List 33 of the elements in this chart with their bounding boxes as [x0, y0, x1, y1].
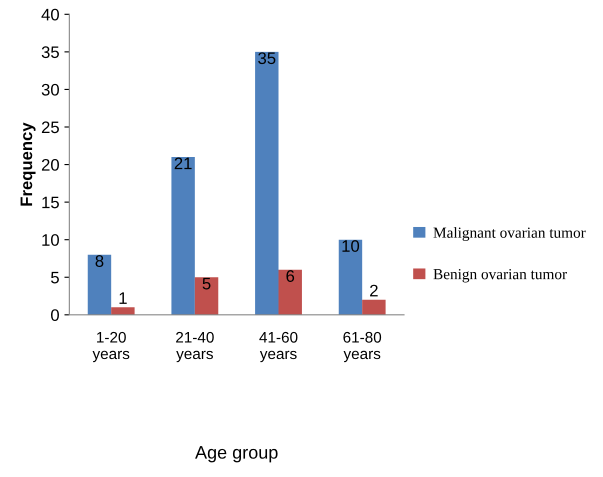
- bar: [194, 277, 218, 315]
- bar: [171, 157, 195, 315]
- data-label: 21: [174, 157, 192, 170]
- y-tick-label: 20: [42, 158, 59, 171]
- bar: [255, 52, 279, 315]
- x-tick-label: 41-60 years: [259, 332, 298, 362]
- y-tick-label: 0: [51, 309, 59, 322]
- legend-label: Benign ovarian tumor: [433, 269, 567, 282]
- x-tick-label: 61-80 years: [343, 332, 382, 362]
- x-tick-label: 1-20 years: [92, 332, 130, 362]
- y-tick-label: 5: [51, 272, 59, 284]
- y-tick-label: 35: [42, 46, 59, 58]
- data-label: 8: [96, 255, 104, 267]
- data-label: 5: [202, 278, 210, 290]
- bar: [362, 300, 386, 315]
- data-label: 35: [258, 52, 276, 64]
- bar: [88, 254, 112, 315]
- bar: [111, 307, 135, 315]
- x-axis-title: Age group: [195, 446, 278, 462]
- data-label: 6: [286, 270, 294, 282]
- bar: [278, 270, 302, 315]
- y-axis-title: Frequency: [20, 122, 36, 206]
- bar: [338, 240, 362, 315]
- y-tick-label: 25: [42, 121, 59, 134]
- x-tick-label: 21-40 years: [176, 332, 214, 362]
- data-label: 10: [342, 240, 360, 252]
- y-tick-label: 40: [41, 8, 59, 21]
- data-label: 2: [370, 284, 378, 296]
- data-label: 1: [120, 292, 127, 304]
- y-tick-label: 15: [42, 196, 59, 208]
- y-tick-label: 30: [42, 84, 59, 96]
- legend-label: Malignant ovarian tumor: [433, 227, 586, 241]
- y-tick-label: 10: [42, 234, 59, 246]
